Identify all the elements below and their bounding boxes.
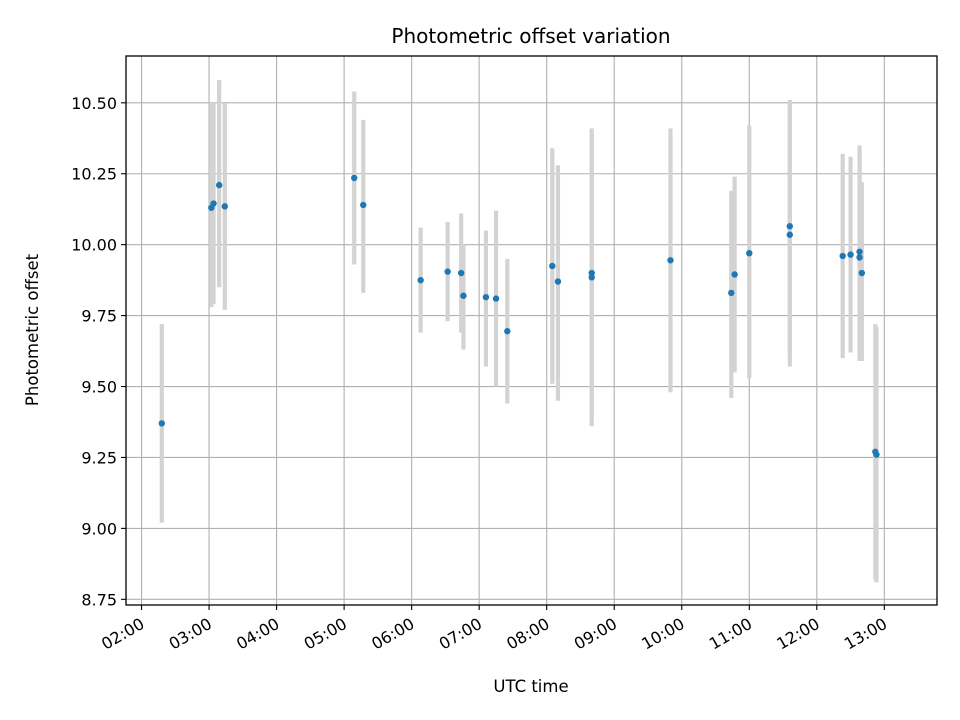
data-point bbox=[746, 249, 753, 257]
data-point bbox=[360, 201, 367, 209]
data-point bbox=[588, 274, 595, 281]
plot-frame bbox=[125, 55, 938, 606]
data-point bbox=[786, 223, 793, 230]
data-point bbox=[554, 278, 562, 285]
data-points bbox=[158, 174, 880, 458]
y-tick-label: 10.25 bbox=[71, 165, 117, 184]
data-point bbox=[728, 289, 735, 297]
data-point bbox=[158, 420, 165, 427]
data-point bbox=[856, 254, 863, 261]
y-tick-label: 10.00 bbox=[71, 236, 117, 255]
y-tick-label: 9.50 bbox=[81, 378, 117, 397]
data-point bbox=[221, 203, 229, 210]
y-tick-label: 10.50 bbox=[71, 94, 117, 113]
data-point bbox=[457, 269, 465, 277]
y-tick-label: 8.75 bbox=[81, 590, 117, 609]
y-tick-label: 9.00 bbox=[81, 519, 117, 538]
data-point bbox=[786, 231, 793, 238]
data-point bbox=[858, 269, 866, 277]
data-point bbox=[444, 268, 451, 275]
data-point bbox=[215, 181, 223, 189]
data-point bbox=[856, 248, 863, 255]
data-point bbox=[873, 451, 880, 458]
y-axis-ticks: 8.75 9.00 9.25 9.50 9.75 10.00 10.25 10.50 bbox=[71, 94, 126, 609]
data-point bbox=[210, 200, 217, 207]
y-tick-label: 9.25 bbox=[81, 448, 117, 467]
chart-title: Photometric offset variation bbox=[391, 24, 670, 48]
data-point bbox=[492, 295, 500, 302]
data-point bbox=[839, 252, 846, 260]
x-axis-label: UTC time bbox=[493, 677, 568, 696]
grid bbox=[126, 56, 937, 605]
data-point bbox=[847, 251, 854, 258]
data-point bbox=[731, 271, 738, 278]
data-point bbox=[504, 328, 511, 335]
data-point bbox=[549, 262, 556, 270]
data-point bbox=[351, 174, 358, 182]
data-point bbox=[417, 276, 424, 284]
data-point bbox=[482, 293, 490, 301]
y-tick-label: 9.75 bbox=[81, 307, 117, 326]
data-point bbox=[460, 292, 467, 299]
data-point bbox=[667, 257, 674, 264]
y-axis-label: Photometric offset bbox=[23, 253, 42, 406]
